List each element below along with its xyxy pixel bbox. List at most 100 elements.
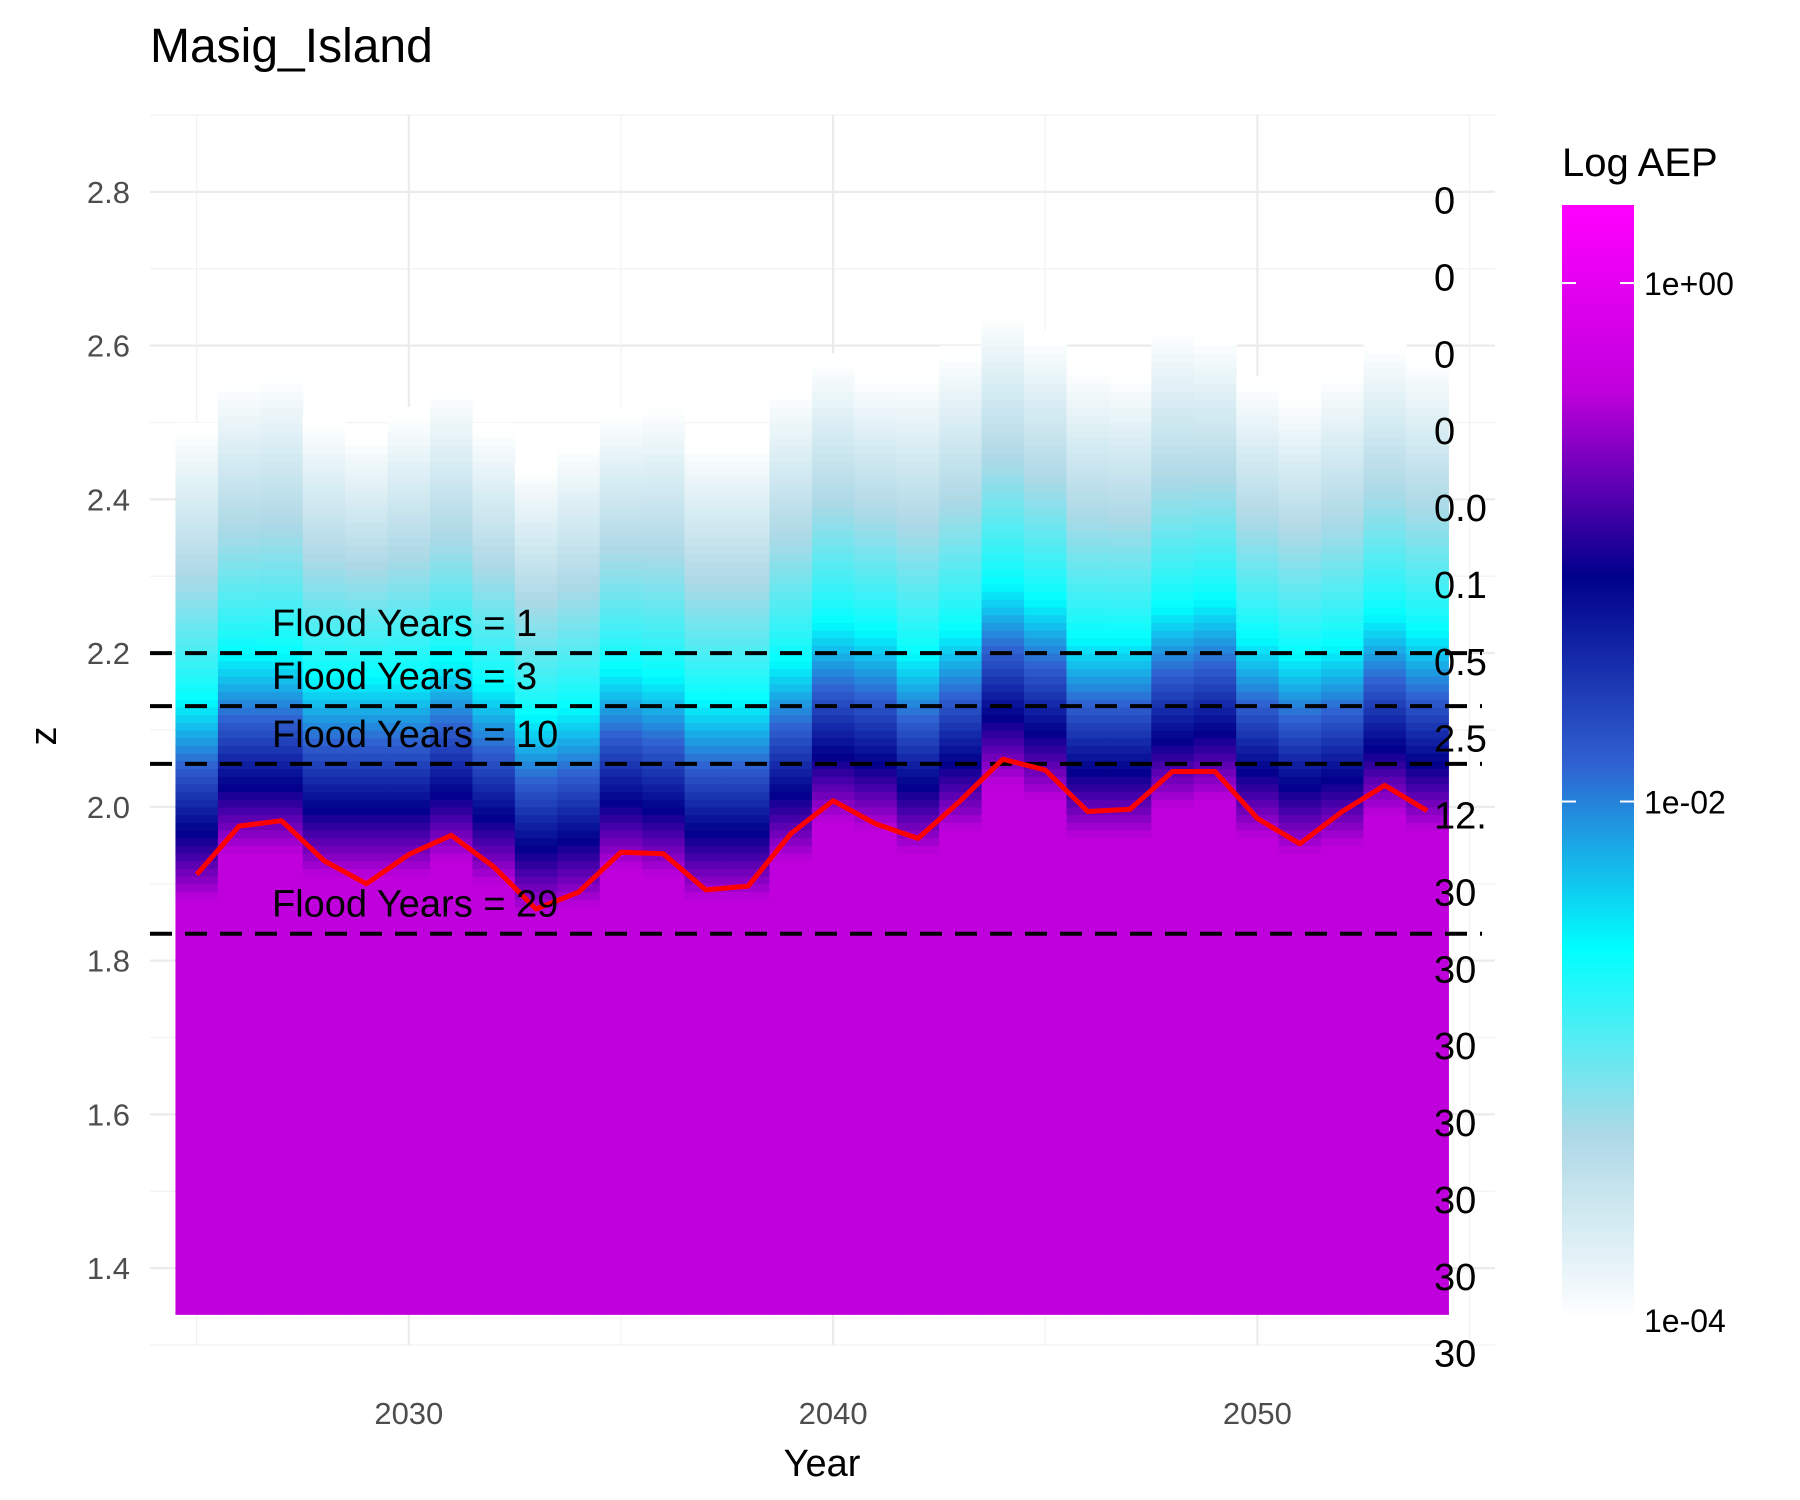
heatmap-cell	[557, 937, 601, 946]
heatmap-cell	[302, 445, 346, 454]
heatmap-cell	[684, 952, 728, 962]
heatmap-cell	[1278, 430, 1322, 439]
right-label: 30	[1434, 1180, 1476, 1222]
heatmap-cell	[1193, 714, 1237, 723]
heatmap-cell	[599, 1275, 643, 1285]
heatmap-cell	[599, 899, 643, 908]
heatmap-cell	[1066, 914, 1110, 923]
heatmap-cell	[727, 599, 771, 608]
heatmap-cell	[599, 737, 643, 746]
heatmap-cell	[1108, 476, 1152, 485]
heatmap-cell	[217, 614, 261, 623]
heatmap-cell	[896, 676, 940, 685]
heatmap-cell	[345, 1052, 389, 1062]
heatmap-cell	[472, 430, 516, 439]
heatmap-cell	[1278, 599, 1322, 608]
heatmap-cell	[430, 537, 474, 547]
heatmap-cell	[811, 607, 855, 616]
heatmap-cell	[260, 883, 304, 893]
heatmap-cell	[854, 945, 898, 954]
heatmap-cell	[1236, 868, 1280, 877]
heatmap-cell	[557, 945, 601, 954]
heatmap-cell	[1405, 845, 1449, 854]
heatmap-cell	[1193, 737, 1237, 746]
heatmap-cell	[1151, 676, 1195, 685]
heatmap-cell	[599, 730, 643, 739]
heatmap-cell	[345, 1229, 389, 1238]
heatmap-cell	[1278, 476, 1322, 485]
heatmap-cell	[557, 1083, 601, 1092]
heatmap-cell	[557, 722, 601, 731]
heatmap-cell	[1151, 1291, 1195, 1300]
heatmap-cell	[642, 814, 686, 823]
heatmap-cell	[939, 768, 983, 777]
heatmap-cell	[727, 1022, 771, 1031]
heatmap-cell	[302, 422, 346, 431]
heatmap-cell	[854, 722, 898, 731]
heatmap-cell	[1066, 1014, 1110, 1023]
heatmap-cell	[175, 468, 219, 477]
heatmap-cell	[175, 837, 219, 846]
heatmap-cell	[727, 1045, 771, 1054]
heatmap-cell	[260, 645, 304, 654]
heatmap-cell	[1363, 368, 1407, 377]
heatmap-cell	[1321, 1045, 1365, 1054]
heatmap-cell	[896, 460, 940, 470]
heatmap-cell	[981, 1045, 1025, 1054]
heatmap-cell	[514, 1060, 558, 1069]
heatmap-cell	[727, 945, 771, 954]
heatmap-cell	[1151, 845, 1195, 854]
heatmap-cell	[727, 868, 771, 877]
heatmap-cell	[1108, 1183, 1152, 1192]
heatmap-cell	[1024, 507, 1068, 516]
heatmap-cell	[1363, 1037, 1407, 1046]
heatmap-cell	[1024, 1214, 1068, 1223]
heatmap-cell	[599, 1037, 643, 1046]
heatmap-cell	[769, 1152, 813, 1162]
heatmap-cell	[684, 1152, 728, 1162]
heatmap-cell	[1236, 1268, 1280, 1277]
heatmap-cell	[939, 491, 983, 500]
heatmap-cell	[1278, 1260, 1322, 1269]
heatmap-cell	[896, 899, 940, 908]
heatmap-cell	[430, 1152, 474, 1162]
heatmap-cell	[175, 899, 219, 908]
heatmap-cell	[1151, 437, 1195, 447]
heatmap-cell	[727, 1160, 771, 1169]
heatmap-cell	[896, 1075, 940, 1085]
heatmap-cell	[896, 507, 940, 516]
heatmap-cell	[260, 484, 304, 493]
heatmap-cell	[1108, 883, 1152, 893]
heatmap-cell	[1108, 791, 1152, 800]
heatmap-cell	[217, 1099, 261, 1108]
heatmap-cell	[684, 1191, 728, 1200]
heatmap-cell	[854, 760, 898, 770]
heatmap-cell	[387, 799, 431, 808]
heatmap-cell	[1024, 806, 1068, 816]
heatmap-cell	[1108, 637, 1152, 647]
heatmap-cell	[599, 599, 643, 608]
heatmap-cell	[811, 1198, 855, 1208]
heatmap-cell	[430, 1037, 474, 1046]
heatmap-cell	[472, 745, 516, 754]
heatmap-cell	[1278, 1229, 1322, 1238]
heatmap-cell	[1193, 829, 1237, 839]
heatmap-cell	[430, 968, 474, 977]
heatmap-cell	[1151, 522, 1195, 531]
heatmap-cell	[260, 1283, 304, 1292]
heatmap-cell	[642, 714, 686, 723]
heatmap-cell	[1363, 1060, 1407, 1069]
heatmap-cell	[1066, 1029, 1110, 1039]
heatmap-cell	[981, 453, 1025, 462]
heatmap-cell	[727, 722, 771, 731]
heatmap-cell	[1278, 868, 1322, 877]
heatmap-cell	[1193, 922, 1237, 931]
heatmap-cell	[599, 476, 643, 485]
heatmap-cell	[1024, 1198, 1068, 1208]
heatmap-cell	[1193, 476, 1237, 485]
heatmap-cell	[514, 1175, 558, 1185]
heatmap-cell	[599, 468, 643, 477]
heatmap-cell	[1236, 391, 1280, 401]
heatmap-cell	[727, 1175, 771, 1185]
heatmap-cell	[1108, 1122, 1152, 1131]
